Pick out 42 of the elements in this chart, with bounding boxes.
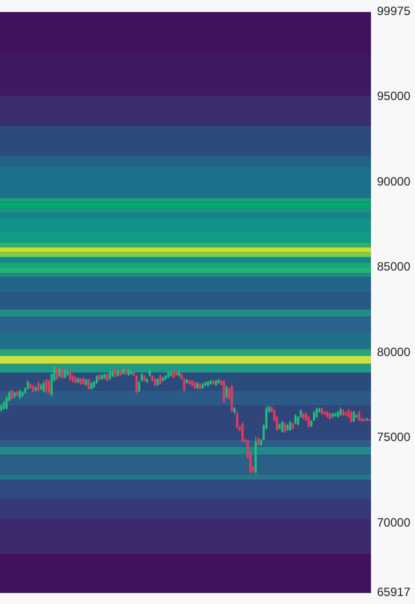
- candlestick: [10, 389, 13, 400]
- candlestick: [289, 420, 292, 432]
- candlestick: [58, 366, 61, 378]
- candlestick: [45, 378, 48, 394]
- candlestick: [316, 406, 318, 418]
- candlestick: [352, 410, 355, 422]
- y-tick-label: 95000: [377, 89, 411, 104]
- y-tick-label: 80000: [377, 344, 411, 359]
- y-tick-label: 85000: [377, 260, 411, 274]
- candlestick: [138, 380, 140, 392]
- candlestick: [114, 368, 116, 378]
- y-tick-label: 99975: [377, 4, 411, 18]
- candlestick: [42, 380, 45, 394]
- candlestick: [350, 410, 352, 424]
- y-tick-label: 70000: [377, 516, 411, 530]
- candlestick: [226, 384, 228, 400]
- candlestick: [56, 365, 58, 380]
- candlestick: [96, 374, 98, 385]
- candlestick: [159, 374, 162, 386]
- candlestick: [64, 368, 66, 379]
- candlestick: [108, 370, 111, 380]
- candlestick: [37, 381, 40, 392]
- candlestick: [308, 415, 310, 428]
- candlestick: [26, 380, 29, 390]
- candlestick: [135, 374, 138, 394]
- candlestick: [183, 377, 186, 392]
- y-tick-label: 75000: [377, 430, 411, 444]
- y-tick-label: 65917: [377, 585, 411, 600]
- candlestick: [358, 410, 360, 422]
- candlestick: [236, 411, 238, 430]
- candlestick: [61, 366, 64, 380]
- candlestick: [2, 400, 5, 410]
- candlestick: [284, 422, 286, 434]
- candlestick: [69, 368, 72, 382]
- candlestick: [241, 421, 244, 443]
- candlestick: [48, 379, 50, 395]
- y-tick-label: 90000: [377, 174, 411, 188]
- candlestick: [88, 378, 90, 390]
- candlestick: [294, 414, 297, 425]
- candlestick: [18, 389, 21, 400]
- candlestick: [222, 379, 225, 404]
- candlestick: [281, 420, 284, 434]
